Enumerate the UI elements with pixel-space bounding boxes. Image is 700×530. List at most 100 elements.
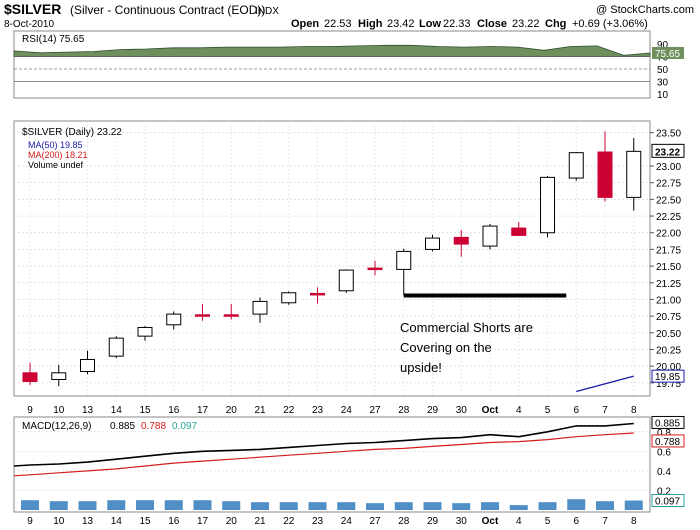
x-axis-bottom: 9 10 13 14 15 16 17 20 21 22 23 24 27 28 29 30 Oct 4 5 6 7 8 xyxy=(27,516,637,527)
x-axis-middle-label: 27 xyxy=(369,405,381,416)
symbol-name: (Silver - Continuous Contract (EOD)) xyxy=(70,3,265,17)
macd-last-label: 0.097 xyxy=(655,497,680,508)
candle xyxy=(540,176,555,238)
x-axis-middle-label: 8 xyxy=(631,405,637,416)
macd-last-label: 0.788 xyxy=(655,437,680,448)
ma50-line xyxy=(576,375,634,393)
x-axis-bottom-label: 24 xyxy=(341,516,353,527)
rsi-tick-label: 90 xyxy=(657,40,669,51)
candle xyxy=(22,362,38,385)
volume-legend: Volume undef xyxy=(28,160,84,170)
x-axis-bottom-label: 23 xyxy=(312,516,324,527)
macd-histogram-bar xyxy=(624,500,643,510)
macd-panel: 0.8 0.6 0.4 0.2 0.885 0.788 0.097 xyxy=(13,415,685,510)
macd-histogram-bar xyxy=(251,502,269,510)
candle xyxy=(252,297,268,323)
candle-body xyxy=(453,236,469,245)
macd-tick-label: 0.4 xyxy=(657,467,671,478)
x-axis-middle-label: Oct xyxy=(482,405,499,416)
macd-histogram-bar xyxy=(538,502,557,510)
price-tick-label: 21.00 xyxy=(656,295,681,306)
x-axis-middle-label: 7 xyxy=(602,405,608,416)
price-panel-frame xyxy=(13,120,651,397)
candle-body xyxy=(540,176,555,234)
macd-legend: MACD(12,26,9) 0.885 0.788 0.097 xyxy=(22,421,197,432)
candle-body xyxy=(166,313,182,326)
x-axis-bottom-label: 16 xyxy=(168,516,180,527)
candle-body xyxy=(425,237,440,250)
price-tick-label: 20.75 xyxy=(656,312,681,323)
candle-body xyxy=(22,372,38,382)
candle xyxy=(137,326,153,341)
histogram-legend-value: 0.097 xyxy=(172,421,197,432)
high-value: 23.42 xyxy=(387,18,415,30)
x-axis-bottom-label: 7 xyxy=(602,516,608,527)
macd-tick-label: 0.2 xyxy=(657,486,671,497)
x-axis-bottom-label: 27 xyxy=(369,516,381,527)
macd-histogram-bar xyxy=(452,503,471,510)
candle-body xyxy=(626,150,642,198)
chg-value: +0.69 (+3.06%) xyxy=(572,18,648,30)
price-legend-title: $SILVER (Daily) 23.22 xyxy=(22,127,122,138)
price-tick-label: 22.50 xyxy=(656,195,681,206)
annotation-text: Covering on the xyxy=(400,340,492,355)
x-axis-middle-label: 4 xyxy=(516,405,522,416)
ma50-legend: MA(50) 19.85 xyxy=(28,140,83,150)
x-axis-middle-label: 6 xyxy=(573,405,579,416)
candle xyxy=(281,291,297,305)
x-axis-middle-label: 30 xyxy=(456,405,468,416)
price-last-box xyxy=(651,143,685,158)
price-tick-label: 21.75 xyxy=(656,245,681,256)
x-axis-middle-label: 15 xyxy=(139,405,151,416)
macd-legend-value: 0.885 xyxy=(110,421,135,432)
rsi-tick-label: 50 xyxy=(657,65,669,76)
candle xyxy=(396,248,412,296)
rsi-legend: RSI(14) 75.65 xyxy=(22,34,85,45)
macd-last-box xyxy=(651,415,685,429)
candle xyxy=(108,336,124,359)
chart-date: 8-Oct-2010 xyxy=(4,19,54,30)
x-axis-middle-label: 24 xyxy=(341,405,353,416)
annotation-text: upside! xyxy=(400,360,442,375)
candle xyxy=(166,311,182,330)
macd-histogram-bar xyxy=(78,501,97,510)
close-value: 23.22 xyxy=(512,18,540,30)
rsi-tick-label: 30 xyxy=(657,78,669,89)
x-axis-bottom-label: 4 xyxy=(516,516,522,527)
candle-body xyxy=(367,267,383,271)
x-axis-middle: 9 10 13 14 15 16 17 20 21 22 23 24 27 28 29 30 Oct 4 5 6 7 8 xyxy=(27,405,637,416)
x-axis-bottom-label: 17 xyxy=(197,516,209,527)
candlesticks xyxy=(22,131,642,387)
moving-averages xyxy=(576,375,634,393)
x-axis-middle-label: 23 xyxy=(312,405,324,416)
macd-histogram-bar xyxy=(337,502,356,510)
price-tick-label: 20.00 xyxy=(656,362,681,373)
macd-histogram-bar xyxy=(394,502,413,510)
macd-histogram-bar xyxy=(21,500,39,510)
candle xyxy=(80,350,95,375)
candle-body xyxy=(482,225,498,247)
watermark: @ StockCharts.com xyxy=(596,4,694,16)
candle xyxy=(568,152,584,181)
chg-label: Chg xyxy=(545,18,566,30)
candle xyxy=(367,260,383,276)
x-axis-bottom-label: 20 xyxy=(226,516,238,527)
x-axis-middle-label: 21 xyxy=(254,405,266,416)
low-value: 22.33 xyxy=(443,18,471,30)
candle-body xyxy=(108,337,124,357)
candle xyxy=(626,138,642,211)
x-axis-middle-label: 9 xyxy=(27,405,33,416)
candle-body xyxy=(51,372,67,380)
macd-histogram-bar xyxy=(107,500,126,510)
candle xyxy=(195,304,210,321)
x-axis-bottom-label: 14 xyxy=(111,516,123,527)
macd-histogram-bar xyxy=(136,500,154,510)
ohlc-summary: Open 22.53 High 23.42 Low 22.33 Close 23… xyxy=(291,18,648,30)
price-tick-label: 22.25 xyxy=(656,212,681,223)
x-axis-bottom-label: 21 xyxy=(254,516,266,527)
macd-last-label: 0.885 xyxy=(655,418,680,429)
macd-tick-label: 0.8 xyxy=(657,428,671,439)
close-label: Close xyxy=(477,18,507,30)
candle xyxy=(310,287,325,304)
candle xyxy=(51,364,67,387)
